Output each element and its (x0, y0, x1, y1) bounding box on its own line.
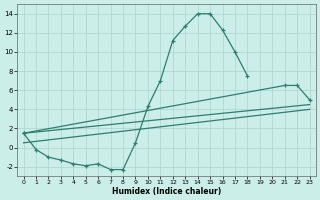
X-axis label: Humidex (Indice chaleur): Humidex (Indice chaleur) (112, 187, 221, 196)
